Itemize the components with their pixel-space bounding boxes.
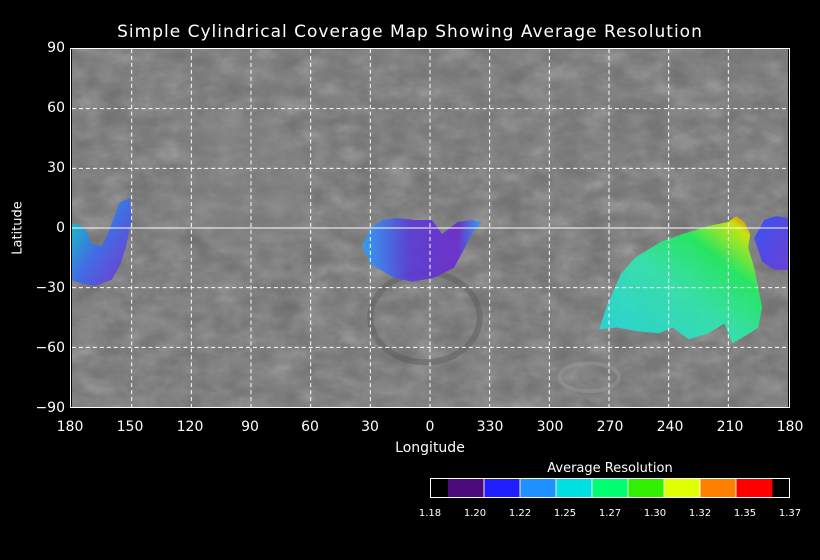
- colorbar-tick-label: 1.18: [418, 508, 442, 519]
- x-tick-label: 180: [56, 419, 84, 435]
- coverage-region-center: [362, 218, 482, 282]
- colorbar-segment: [556, 479, 593, 497]
- x-tick-label: 150: [116, 419, 144, 435]
- y-tick-label: 90: [47, 40, 65, 56]
- coverage-region-east-edge: [754, 216, 788, 270]
- x-tick-label: 90: [241, 419, 259, 435]
- y-tick-label: −30: [35, 280, 65, 296]
- x-tick-label: 0: [425, 419, 435, 435]
- colorbar-title: Average Resolution: [547, 461, 673, 476]
- x-tick-label: 120: [176, 419, 204, 435]
- x-tick-label: 300: [536, 419, 564, 435]
- colorbar-segment: [448, 479, 485, 497]
- colorbar-tick-label: 1.30: [643, 508, 667, 519]
- x-tick-label: 330: [476, 419, 504, 435]
- x-tick-label: 270: [596, 419, 624, 435]
- grid-lines: [71, 49, 788, 407]
- y-tick-label: −90: [35, 400, 65, 416]
- colorbar: [430, 478, 790, 498]
- colorbar-segment: [736, 479, 773, 497]
- colorbar-tick-label: 1.20: [463, 508, 487, 519]
- x-tick-label: 240: [656, 419, 684, 435]
- coverage-overlay: [72, 198, 788, 344]
- y-tick-label: 0: [56, 220, 65, 236]
- map-title: Simple Cylindrical Coverage Map Showing …: [117, 22, 703, 42]
- x-tick-label: 180: [776, 419, 804, 435]
- x-tick-label: 30: [361, 419, 379, 435]
- surface-basin: [176, 103, 306, 253]
- colorbar-tick-label: 1.32: [688, 508, 712, 519]
- x-tick-label: 210: [716, 419, 744, 435]
- y-tick-label: −60: [35, 340, 65, 356]
- x-axis-label: Longitude: [395, 440, 465, 456]
- colorbar-tick-label: 1.22: [508, 508, 532, 519]
- coverage-region-west-edge: [72, 198, 132, 286]
- colorbar-tick-label: 1.37: [778, 508, 802, 519]
- coverage-map: [70, 48, 790, 408]
- colorbar-tick-label: 1.25: [553, 508, 577, 519]
- y-axis-label: Latitude: [10, 201, 26, 255]
- colorbar-segment: [484, 479, 521, 497]
- colorbar-segment: [520, 479, 557, 497]
- colorbar-segment: [592, 479, 629, 497]
- colorbar-tick-label: 1.27: [598, 508, 622, 519]
- colorbar-segment: [700, 479, 737, 497]
- x-tick-label: 60: [301, 419, 319, 435]
- colorbar-segment: [664, 479, 701, 497]
- y-tick-label: 60: [47, 100, 65, 116]
- colorbar-segment: [628, 479, 665, 497]
- colorbar-tick-label: 1.35: [733, 508, 757, 519]
- y-tick-label: 30: [47, 160, 65, 176]
- coverage-region-east-large: [599, 216, 763, 344]
